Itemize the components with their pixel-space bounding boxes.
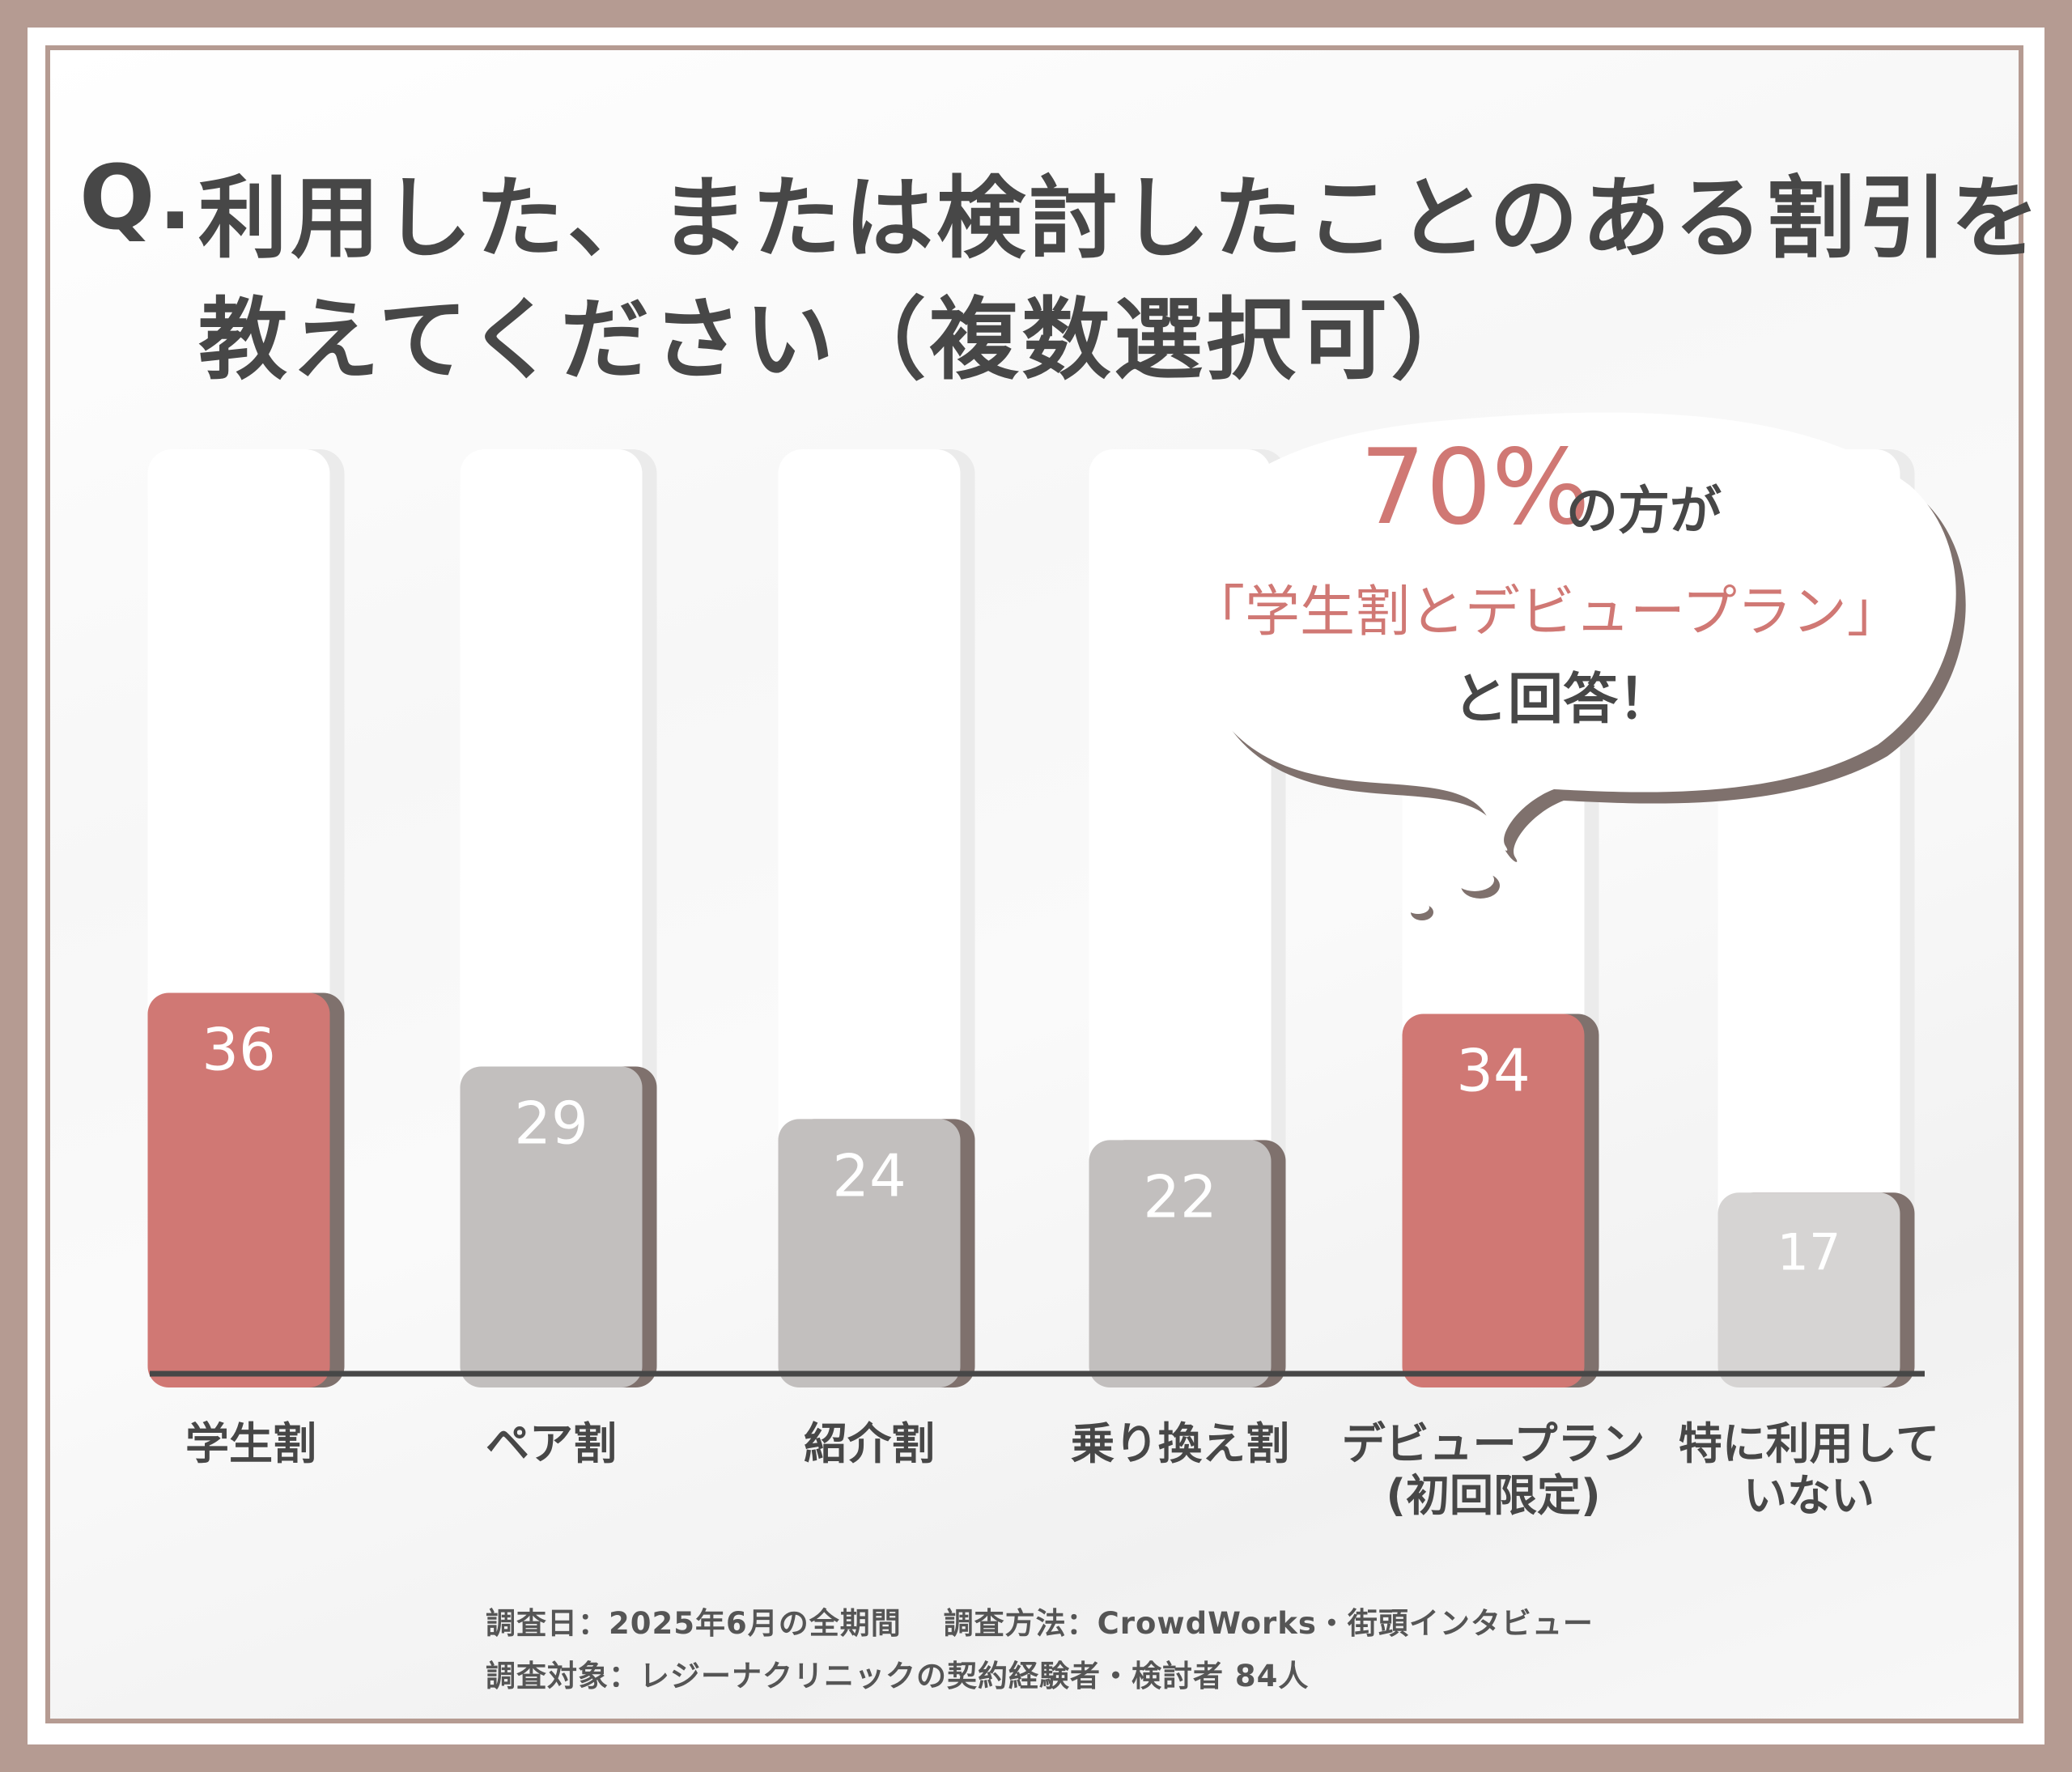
category-label: デビュープラン (初回限定) <box>1341 1418 1645 1521</box>
bar <box>778 1119 961 1387</box>
category-label: ペア割 <box>486 1418 617 1469</box>
bar-value-label: 24 <box>832 1141 906 1209</box>
callout-line3: と回答！ <box>1453 668 1674 732</box>
bar-value-label: 34 <box>1456 1037 1531 1105</box>
question-prefix: Q. <box>79 146 196 249</box>
bar-value-label: 22 <box>1143 1162 1217 1230</box>
title-line-1: 利用した、または検討したことのある割引を <box>198 167 2043 270</box>
footnote-line2: 調査対象：レジーナクリニックの契約経験者・検討者 84人 <box>486 1659 1310 1693</box>
category-label: 紹介割 <box>804 1418 935 1469</box>
bar <box>1402 1013 1585 1387</box>
bar-value-label: 29 <box>514 1089 588 1157</box>
category-label: 特に利用して いない <box>1678 1418 1940 1521</box>
bar <box>460 1066 643 1387</box>
bar <box>147 992 330 1387</box>
bar-value-label: 17 <box>1777 1222 1841 1281</box>
bubble-dot <box>1455 869 1494 891</box>
callout-line1-suffix: の方が <box>1566 482 1722 542</box>
bar <box>1717 1192 1900 1387</box>
bubble-dot-small <box>1407 901 1429 914</box>
bar-value-label: 36 <box>202 1016 276 1084</box>
footnote-line1: 調査日：2025年6月の全期間 調査方法：CrowdWorks・街頭インタビュー <box>486 1606 1594 1641</box>
callout-line2: 「学生割とデビュープラン」 <box>1190 580 1902 644</box>
bar <box>1089 1140 1272 1387</box>
title-line-2: 教えてください（複数選択可） <box>198 288 1484 392</box>
speech-bubble-body <box>1187 412 1956 851</box>
callout-percent: 70% <box>1360 427 1590 548</box>
category-label: 乗り換え割 <box>1071 1418 1289 1469</box>
inner-frame <box>45 45 2023 1723</box>
speech-bubble <box>1187 412 1966 920</box>
category-label: 学生割 <box>185 1418 316 1469</box>
